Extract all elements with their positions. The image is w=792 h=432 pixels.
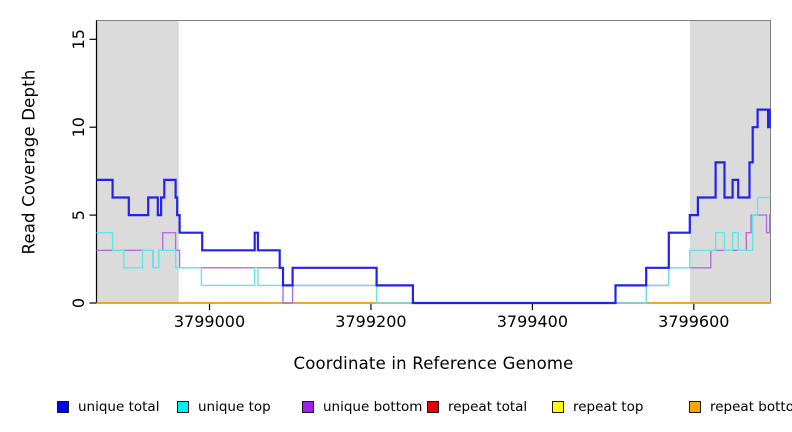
legend-label: repeat total bbox=[448, 399, 528, 415]
y-tick-label: 10 bbox=[69, 117, 88, 137]
repeat-region-highlight bbox=[96, 20, 179, 303]
legend-label: repeat bottom bbox=[710, 399, 792, 415]
legend-label: unique top bbox=[198, 399, 271, 415]
legend-item-unique-top: unique top bbox=[177, 398, 271, 416]
series-line-unique-total bbox=[96, 108, 771, 305]
repeat-top-swatch-icon bbox=[552, 401, 564, 413]
repeat-total-swatch-icon bbox=[427, 401, 439, 413]
y-tick-label: 15 bbox=[69, 29, 88, 49]
legend-item-unique-total: unique total bbox=[57, 398, 159, 416]
chart-legend: unique total unique top unique bottom re… bbox=[0, 398, 792, 422]
unique-top-swatch-icon bbox=[177, 401, 189, 413]
y-tick-label: 5 bbox=[69, 210, 88, 220]
legend-item-repeat-top: repeat top bbox=[552, 398, 643, 416]
legend-item-unique-bottom: unique bottom bbox=[302, 398, 422, 416]
legend-label: unique total bbox=[78, 399, 160, 415]
series-line-unique-top bbox=[96, 196, 771, 304]
x-axis-title: Coordinate in Reference Genome bbox=[293, 354, 574, 373]
unique-total-swatch-icon bbox=[57, 401, 69, 413]
repeat-bottom-swatch-icon bbox=[689, 401, 701, 413]
y-axis-title: Read Coverage Depth bbox=[19, 69, 39, 255]
legend-item-repeat-bottom: repeat bottom bbox=[689, 398, 792, 416]
x-tick-label: 3799000 bbox=[174, 312, 245, 331]
x-tick-label: 3799200 bbox=[335, 312, 406, 331]
unique-bottom-swatch-icon bbox=[302, 401, 314, 413]
repeat-region-highlight bbox=[689, 20, 771, 303]
x-tick-label: 3799400 bbox=[497, 312, 568, 331]
y-tick-label: 0 bbox=[69, 298, 88, 308]
x-tick-label: 3799600 bbox=[658, 312, 729, 331]
legend-label: unique bottom bbox=[323, 399, 423, 415]
legend-item-repeat-total: repeat total bbox=[427, 398, 527, 416]
legend-label: repeat top bbox=[573, 399, 644, 415]
